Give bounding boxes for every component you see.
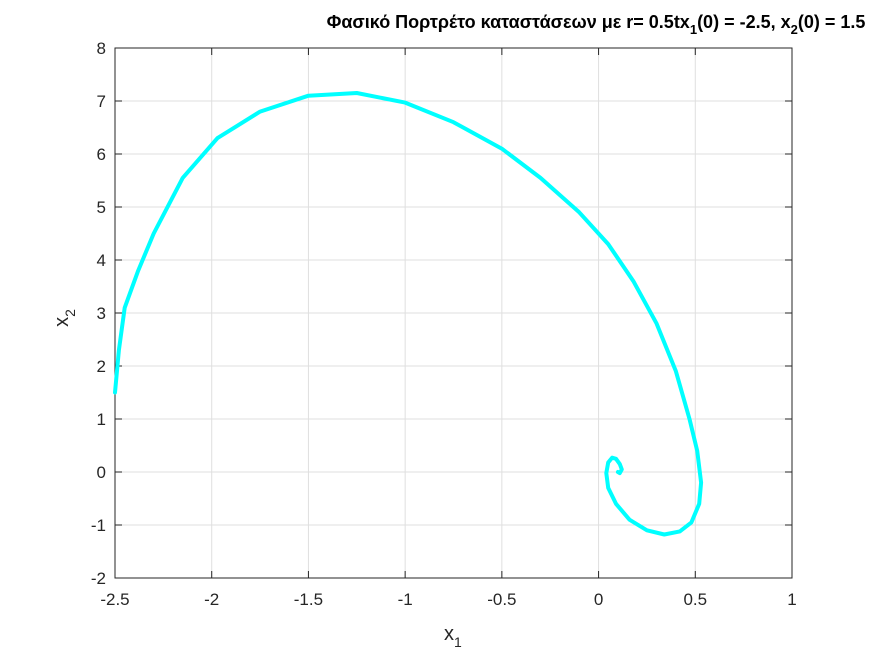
y-tick-label: 1: [97, 410, 106, 429]
x-tick-label: -1.5: [294, 590, 323, 609]
y-tick-label: 3: [97, 304, 106, 323]
x-tick-label: 0: [594, 590, 603, 609]
x-tick-labels: -2.5 -2 -1.5 -1 -0.5 0 0.5 1: [100, 590, 796, 609]
x-axis-label: x1: [444, 623, 462, 650]
trajectory-line: [113, 91, 704, 537]
y-axis-label-group: x2: [51, 309, 78, 327]
y-axis-label: x2: [51, 309, 78, 327]
x-tick-label: -1: [398, 590, 413, 609]
y-tick-label: 5: [97, 198, 106, 217]
x-tick-label: -2.5: [100, 590, 129, 609]
y-tick-labels: -2 -1 0 1 2 3 4 5 6 7 8: [91, 39, 106, 588]
x-tick-label: 1: [787, 590, 796, 609]
x-tick-label: -2: [204, 590, 219, 609]
grid: [114, 47, 793, 579]
y-tick-label: 7: [97, 92, 106, 111]
x-tick-label: -0.5: [487, 590, 516, 609]
y-tick-label: -2: [91, 569, 106, 588]
y-tick-label: 0: [97, 463, 106, 482]
y-tick-label: 8: [97, 39, 106, 58]
y-tick-label: -1: [91, 516, 106, 535]
chart-title: Φασικό Πορτρέτο καταστάσεων με r= 0.5tx1…: [327, 12, 866, 37]
y-tick-label: 2: [97, 357, 106, 376]
x-tick-label: 0.5: [683, 590, 707, 609]
y-tick-label: 4: [97, 251, 106, 270]
y-tick-label: 6: [97, 145, 106, 164]
